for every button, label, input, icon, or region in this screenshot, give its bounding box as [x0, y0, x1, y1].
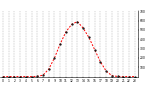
Text: Milwaukee Weather Average Solar Radiation per Hour W/m2 (Last 24 Hours): Milwaukee Weather Average Solar Radiatio… [2, 1, 154, 10]
